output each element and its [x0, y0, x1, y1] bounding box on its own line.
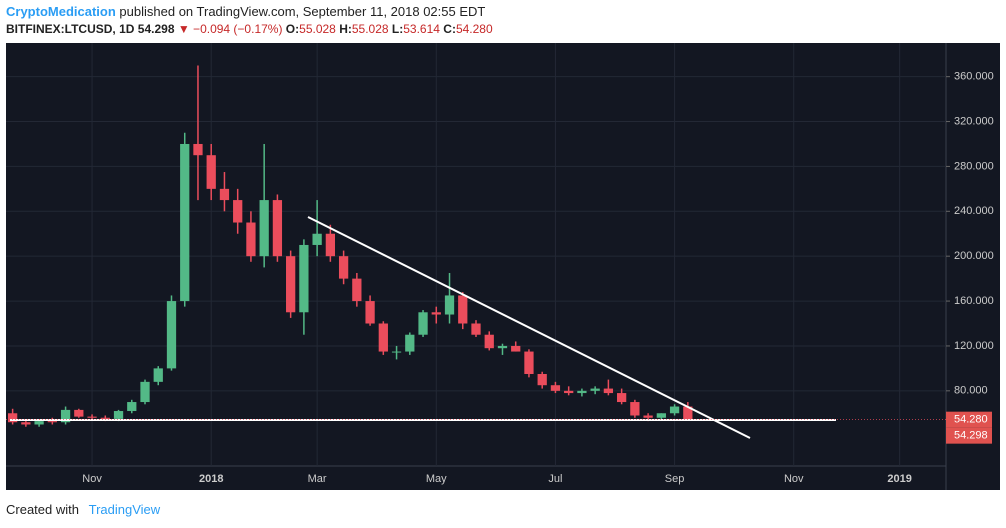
candle-body: [656, 413, 666, 418]
brand[interactable]: TradingView: [88, 502, 161, 517]
candle-body: [617, 393, 627, 403]
candle-body: [21, 422, 31, 425]
y-tick-label: 240.000: [954, 205, 994, 217]
symbol-line: BITFINEX:LTCUSD, 1D 54.298 ▼ −0.094 (−0.…: [6, 22, 493, 36]
close-label: C:: [443, 22, 456, 36]
candle-body: [74, 409, 84, 417]
candle-body: [87, 416, 97, 418]
candle-body: [418, 312, 428, 335]
price-label-box: [946, 427, 992, 444]
low: 53.614: [403, 22, 440, 36]
candle-body: [206, 155, 216, 189]
x-tick-label: Mar: [308, 473, 327, 485]
candle-body: [564, 390, 574, 394]
candle-body: [47, 421, 57, 423]
candle-body: [153, 368, 163, 382]
candle-body: [193, 143, 203, 156]
price-label: 54.298: [954, 430, 988, 442]
candle-body: [338, 256, 349, 279]
candle-body: [391, 351, 402, 353]
candle-body: [219, 188, 230, 201]
x-tick-label: Nov: [784, 473, 804, 485]
candle-body: [7, 413, 18, 423]
candle-body: [312, 233, 322, 245]
y-tick-label: 160.000: [954, 295, 994, 307]
candle-body: [405, 334, 415, 352]
author[interactable]: CryptoMedication: [6, 4, 116, 19]
candle-body: [272, 200, 283, 257]
y-tick-label: 120.000: [954, 340, 994, 352]
open: 55.028: [299, 22, 336, 36]
x-tick-label: 2019: [887, 473, 911, 485]
candle-body: [352, 278, 362, 302]
price-label: 54.280: [954, 414, 988, 426]
high: 55.028: [351, 22, 389, 36]
candle-body: [511, 345, 521, 352]
close: 54.280: [455, 22, 493, 36]
y-tick-label: 360.000: [954, 71, 994, 83]
x-tick-label: Jul: [548, 473, 562, 485]
publish-line: CryptoMedication published on TradingVie…: [6, 4, 485, 19]
candle-body: [497, 345, 508, 349]
candle-body: [431, 312, 441, 315]
trend-line: [307, 216, 751, 439]
footer: Created with TradingView: [6, 502, 160, 517]
chart-background: [6, 43, 1000, 490]
y-tick-label: 320.000: [954, 115, 994, 127]
candle-body: [590, 388, 600, 391]
candle-body: [286, 256, 296, 313]
low-label: L:: [391, 22, 404, 36]
candle-body: [524, 351, 534, 374]
candle-body: [577, 390, 587, 394]
candle-body: [34, 421, 44, 425]
price-label-box: [946, 411, 992, 428]
published: published on TradingView.com, September …: [119, 4, 486, 19]
candle-body: [233, 200, 243, 223]
candle-body: [458, 295, 468, 324]
y-tick-label: 200.000: [954, 250, 994, 262]
change: ▼ −0.094 (−0.17%): [177, 22, 283, 36]
candle-body: [643, 415, 653, 418]
candle-body: [471, 323, 481, 335]
candle-body: [378, 323, 388, 352]
symbol: BITFINEX:LTCUSD, 1D: [6, 22, 135, 36]
candle-body: [630, 402, 640, 416]
candle-body: [113, 411, 124, 419]
candle-body: [484, 334, 494, 349]
x-tick-label: May: [426, 473, 447, 485]
last-price: 54.298: [137, 22, 175, 36]
high-label: H:: [339, 22, 352, 36]
x-tick-label: Nov: [82, 473, 102, 485]
candle-body: [60, 409, 71, 423]
open-label: O:: [285, 22, 300, 36]
candle-body: [259, 200, 269, 257]
candle-body: [325, 233, 335, 257]
candle-body: [166, 301, 177, 369]
candle-body: [683, 406, 693, 420]
x-tick-label: Sep: [665, 473, 685, 485]
candle-body: [100, 417, 110, 419]
candle-body: [365, 301, 375, 324]
x-tick-label: 2018: [199, 473, 223, 485]
candle-body: [127, 402, 137, 412]
created-with: Created with: [6, 502, 79, 517]
candle-body: [299, 244, 309, 313]
candle-body: [140, 381, 150, 403]
candle-body: [246, 222, 256, 257]
candle-body: [444, 295, 455, 315]
candle-body: [669, 406, 680, 414]
y-tick-label: 80.000: [954, 385, 988, 397]
candle-body: [180, 143, 190, 302]
candle-body: [550, 385, 561, 391]
y-tick-label: 280.000: [954, 160, 994, 172]
candle-body: [537, 373, 547, 386]
candle-body: [603, 388, 614, 394]
